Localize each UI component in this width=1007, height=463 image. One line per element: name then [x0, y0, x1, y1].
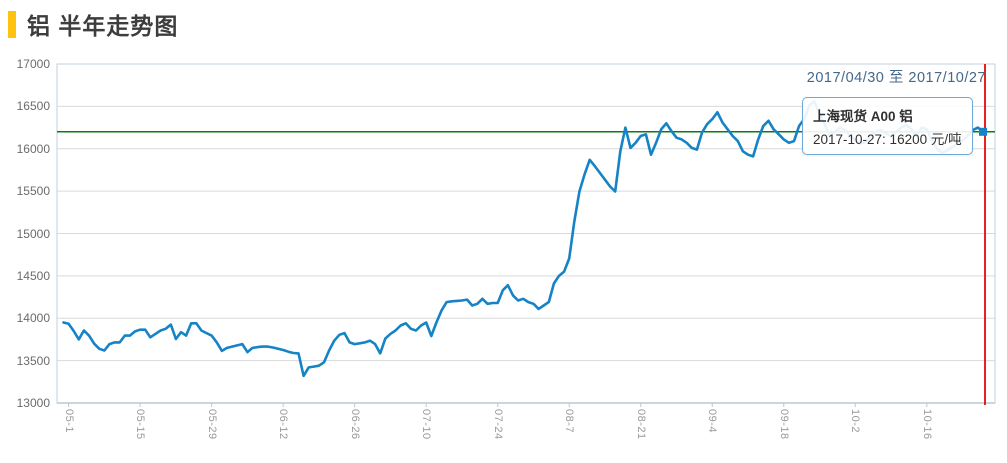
last-point-marker: [979, 127, 987, 136]
y-axis-label: 14500: [16, 268, 50, 283]
x-axis-label: 10-16: [920, 409, 933, 440]
y-axis-label: 13000: [16, 396, 50, 410]
x-axis-label: 08-7: [563, 409, 576, 434]
y-axis-label: 13500: [16, 353, 50, 368]
series-tooltip: 上海现货 A00 铝 2017-10-27: 16200 元/吨: [802, 97, 973, 155]
x-axis-label: 06-12: [277, 409, 290, 440]
page-title: 铝 半年走势图: [27, 13, 179, 39]
x-axis-label: 10-2: [849, 409, 862, 434]
y-axis-label: 16500: [16, 99, 50, 114]
y-axis-label: 15500: [16, 184, 50, 199]
y-axis-label: 17000: [16, 57, 50, 71]
x-axis-label: 07-24: [491, 409, 504, 440]
x-axis-label: 09-18: [777, 409, 790, 440]
title-accent-bar: [8, 10, 16, 38]
x-axis-label: 06-26: [348, 409, 361, 440]
y-axis-label: 15000: [16, 226, 50, 241]
x-axis-label: 07-10: [420, 409, 433, 440]
y-axis-label: 16000: [16, 141, 50, 156]
tooltip-series-name: 上海现货 A00 铝: [813, 109, 913, 124]
y-axis-label: 14000: [16, 311, 50, 326]
x-axis-label: 08-21: [634, 409, 647, 440]
x-axis-label: 09-4: [706, 409, 719, 434]
x-axis-label: 05-15: [134, 409, 147, 440]
page-title-row: 铝 半年走势图: [8, 7, 178, 41]
tooltip-value: 2017-10-27: 16200 元/吨: [813, 132, 962, 147]
x-axis-label: 05-29: [205, 409, 218, 440]
date-range-label: 2017/04/30 至 2017/10/27: [806, 70, 986, 86]
x-axis-label: 05-1: [62, 409, 75, 434]
